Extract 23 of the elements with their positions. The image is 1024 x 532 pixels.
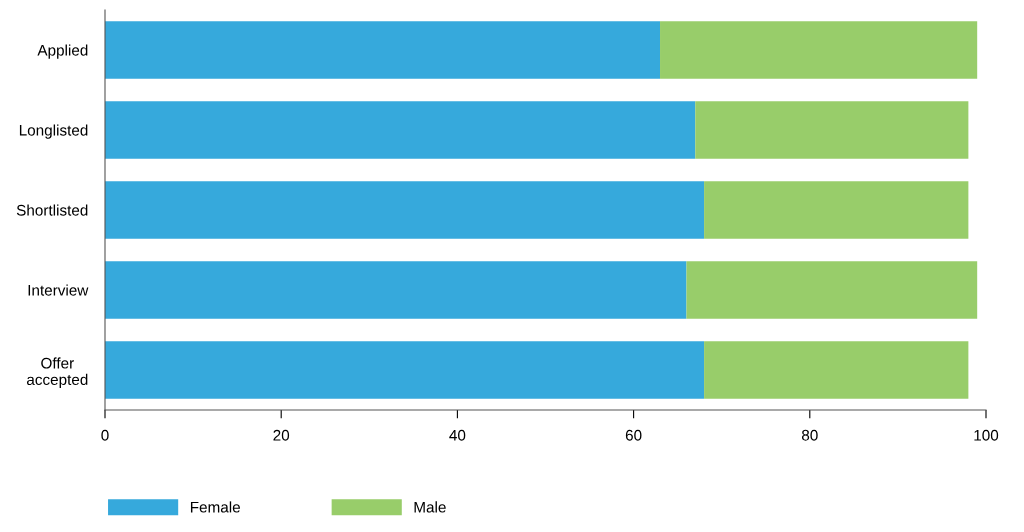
x-tick-label: 80 [801,429,818,441]
bar [686,261,978,319]
y-tick-label: Offer accepted [26,357,88,389]
x-tick-label: 60 [625,429,642,441]
x-tick-label: 40 [449,429,466,441]
bar [704,341,969,399]
x-tick-label: 20 [273,429,290,441]
bar [105,21,661,79]
x-tick-label: 100 [974,429,999,441]
y-tick-label: Interview [28,284,89,296]
bar [105,101,696,159]
bar [105,341,705,399]
bar [105,261,687,319]
y-tick-label: Longlisted [19,124,88,139]
bar [695,101,969,159]
y-tick-label: Applied [37,44,88,59]
x-tick-label: 0 [101,429,109,441]
bar [704,181,969,239]
y-tick-label: Shortlisted [16,204,88,216]
legend-label: Female [190,501,240,513]
bar [105,181,705,239]
bar [660,21,978,79]
legend-label: Male [414,501,446,513]
